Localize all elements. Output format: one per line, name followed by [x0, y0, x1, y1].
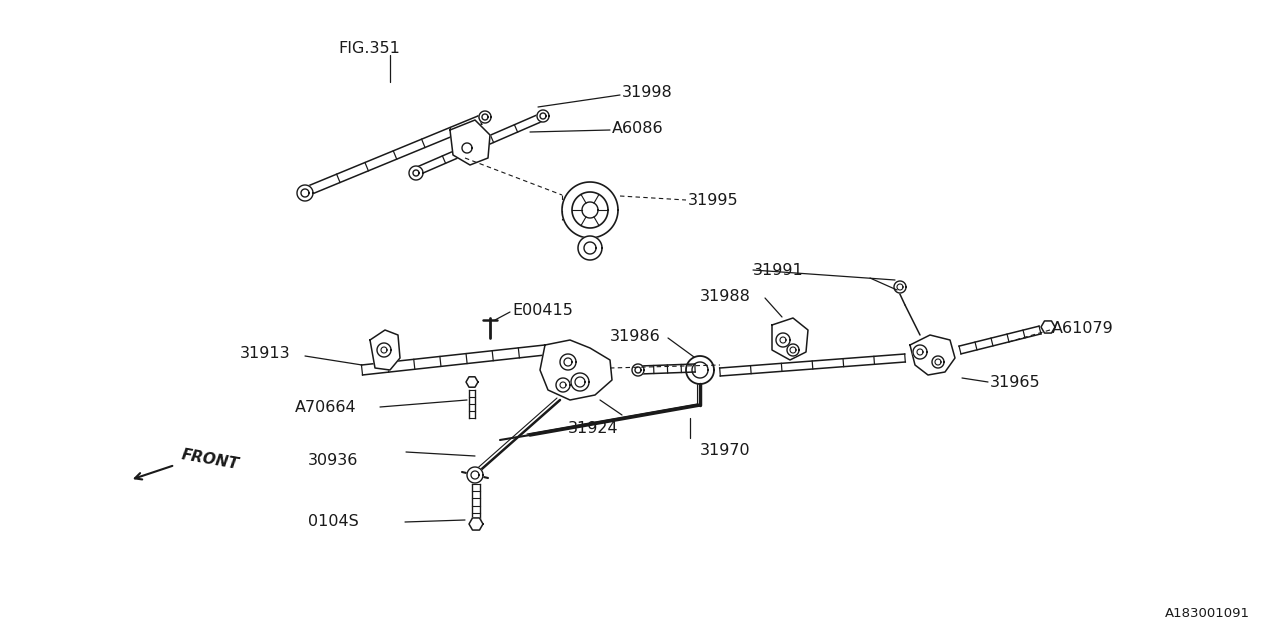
- Text: FRONT: FRONT: [180, 447, 239, 472]
- Text: A70664: A70664: [294, 399, 357, 415]
- Text: FIG.351: FIG.351: [338, 40, 399, 56]
- Polygon shape: [556, 378, 570, 392]
- Polygon shape: [297, 185, 314, 201]
- Polygon shape: [410, 166, 422, 180]
- Text: E00415: E00415: [512, 303, 573, 317]
- Polygon shape: [632, 364, 644, 376]
- Polygon shape: [540, 340, 612, 400]
- Text: 0104S: 0104S: [308, 515, 358, 529]
- Polygon shape: [468, 518, 483, 530]
- Text: 31986: 31986: [611, 328, 660, 344]
- Polygon shape: [893, 281, 906, 293]
- Text: 31995: 31995: [689, 193, 739, 207]
- Text: 31988: 31988: [700, 289, 751, 303]
- Polygon shape: [787, 344, 799, 356]
- Polygon shape: [466, 377, 477, 387]
- Polygon shape: [913, 345, 927, 359]
- Text: 30936: 30936: [308, 452, 358, 467]
- Text: 31965: 31965: [989, 374, 1041, 390]
- Polygon shape: [378, 343, 390, 357]
- Polygon shape: [479, 111, 492, 123]
- Polygon shape: [772, 318, 808, 360]
- Text: 31998: 31998: [622, 84, 673, 99]
- Text: 31991: 31991: [753, 262, 804, 278]
- Polygon shape: [571, 373, 589, 391]
- Polygon shape: [451, 120, 490, 165]
- Text: A6086: A6086: [612, 120, 663, 136]
- Text: A61079: A61079: [1052, 321, 1114, 335]
- Polygon shape: [562, 182, 618, 238]
- Polygon shape: [579, 236, 602, 260]
- Polygon shape: [686, 356, 714, 384]
- Text: 31913: 31913: [241, 346, 291, 360]
- Polygon shape: [370, 330, 401, 370]
- Polygon shape: [776, 333, 790, 347]
- Polygon shape: [932, 356, 945, 368]
- Text: 31924: 31924: [568, 420, 618, 435]
- Text: 31970: 31970: [700, 442, 750, 458]
- Polygon shape: [561, 354, 576, 370]
- Polygon shape: [1041, 321, 1055, 333]
- Polygon shape: [462, 143, 472, 153]
- Text: A183001091: A183001091: [1165, 607, 1251, 620]
- Polygon shape: [467, 467, 483, 483]
- Polygon shape: [538, 110, 549, 122]
- Polygon shape: [910, 335, 955, 375]
